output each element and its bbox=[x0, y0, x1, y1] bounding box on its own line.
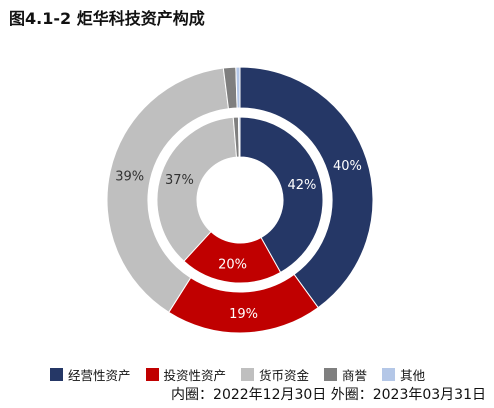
legend-label-4: 其他 bbox=[400, 367, 426, 383]
outer-ring-slice-2 bbox=[106, 67, 230, 313]
outer-ring-slice-4 bbox=[235, 66, 241, 109]
outer-ring-slice-0 bbox=[239, 66, 374, 309]
chart-title: 图4.1-2 炬华科技资产构成 bbox=[9, 9, 205, 28]
legend-item-4: 其他 bbox=[382, 365, 425, 384]
legend-swatch-2 bbox=[241, 367, 255, 381]
legend: 经营性资产 投资性资产 货币资金 商誉 其他 bbox=[50, 365, 440, 384]
inner-ring-slice-2 bbox=[156, 116, 238, 262]
inner-ring-label-2: 37% bbox=[165, 173, 194, 188]
legend-label-2: 货币资金 bbox=[259, 367, 310, 383]
legend-swatch-0 bbox=[50, 367, 63, 381]
inner-ring-label-1: 20% bbox=[218, 258, 247, 273]
legend-item-0: 经营性资产 bbox=[50, 365, 131, 384]
footnote: 内圈：2022年12月30日 外圈：2023年03月31日 bbox=[171, 387, 486, 403]
inner-ring-label-0: 42% bbox=[287, 178, 316, 193]
inner-ring-slice-4 bbox=[237, 116, 241, 158]
legend-swatch-4 bbox=[382, 367, 396, 381]
legend-swatch-1 bbox=[145, 367, 159, 381]
outer-ring-label-2: 39% bbox=[115, 169, 144, 184]
legend-item-3: 商誉 bbox=[324, 365, 367, 384]
legend-item-2: 货币资金 bbox=[241, 365, 309, 384]
legend-swatch-3 bbox=[324, 367, 338, 381]
legend-item-1: 投资性资产 bbox=[145, 365, 227, 384]
outer-ring-label-0: 40% bbox=[333, 159, 362, 174]
inner-ring-slice-0 bbox=[239, 116, 324, 274]
donut-chart: 42% 20% 37% 40% 19% 39% bbox=[106, 66, 374, 334]
outer-ring-label-1: 19% bbox=[229, 307, 258, 322]
legend-label-1: 投资性资产 bbox=[163, 367, 227, 383]
legend-label-0: 经营性资产 bbox=[68, 367, 131, 383]
legend-label-3: 商誉 bbox=[342, 367, 368, 383]
